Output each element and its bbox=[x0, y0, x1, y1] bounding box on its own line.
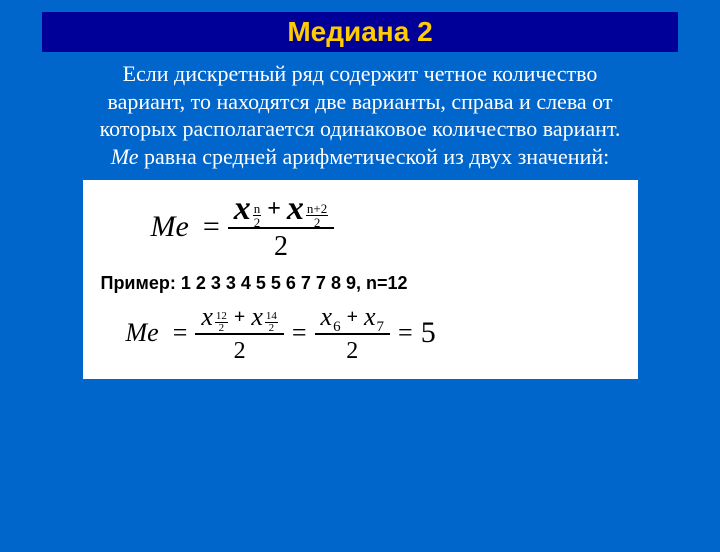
line2: вариант, то находятся две варианты, спра… bbox=[107, 89, 612, 114]
line4b: равна средней арифметической из двух зна… bbox=[139, 144, 610, 169]
wden1: 2 bbox=[228, 335, 252, 365]
wx7-x: x bbox=[364, 304, 376, 330]
plus3: + bbox=[347, 307, 358, 327]
wx6-x: x bbox=[321, 304, 333, 330]
x1-sub: n 2 bbox=[253, 202, 262, 229]
wx1-x: x bbox=[201, 304, 213, 330]
me-symbol2: Me bbox=[126, 318, 159, 348]
wx2-sub: 14 2 bbox=[265, 311, 278, 334]
wx1-sub: 12 2 bbox=[215, 311, 228, 334]
equals: = bbox=[203, 210, 220, 244]
wden2: 2 bbox=[340, 335, 364, 365]
example-label: Пример: bbox=[101, 273, 176, 293]
x1: x bbox=[234, 194, 251, 225]
x2-sub: n+2 2 bbox=[306, 202, 328, 229]
wx2: x 14 2 bbox=[251, 304, 278, 330]
x2: x bbox=[287, 194, 304, 225]
main-den: 2 bbox=[268, 229, 294, 263]
me-italic: Ме bbox=[111, 144, 139, 169]
x2-sub-den: 2 bbox=[313, 216, 322, 229]
example-series: 1 2 3 3 4 5 5 6 7 7 8 9, n=12 bbox=[176, 273, 408, 293]
line1: Если дискретный ряд содержит четное коли… bbox=[123, 61, 598, 86]
wx2-x: x bbox=[251, 304, 263, 330]
result: 5 bbox=[421, 316, 436, 350]
wx6: x 6 bbox=[321, 304, 341, 330]
wx7: x 7 bbox=[364, 304, 384, 330]
equals4: = bbox=[398, 318, 413, 348]
line3: которых располагается одинаковое количес… bbox=[100, 116, 621, 141]
wx1: x 12 2 bbox=[201, 304, 228, 330]
example-line: Пример: 1 2 3 3 4 5 5 6 7 7 8 9, n=12 bbox=[101, 273, 620, 294]
wx1-sd: 2 bbox=[218, 323, 226, 334]
x-term-2: x n+2 2 bbox=[287, 194, 328, 225]
title-bar: Медиана 2 bbox=[42, 12, 678, 52]
wx6-sub: 6 bbox=[333, 320, 341, 335]
plus2: + bbox=[234, 307, 245, 327]
worked-formula: Me = x 12 2 + x 14 2 bbox=[126, 302, 620, 365]
main-fraction: x n 2 + x n+2 2 2 bbox=[228, 192, 335, 263]
equals3: = bbox=[292, 318, 307, 348]
description-text: Если дискретный ряд содержит четное коли… bbox=[30, 60, 690, 170]
page-title: Медиана 2 bbox=[287, 16, 432, 47]
x-term-1: x n 2 bbox=[234, 194, 262, 225]
wx2-sd: 2 bbox=[268, 323, 276, 334]
formula-box: Me = x n 2 + x n+2 2 bbox=[83, 180, 638, 379]
x1-sub-den: 2 bbox=[253, 216, 262, 229]
me-symbol: Me bbox=[151, 210, 189, 244]
plus: + bbox=[267, 197, 281, 221]
worked-frac-1: x 12 2 + x 14 2 2 bbox=[195, 302, 284, 365]
general-formula: Me = x n 2 + x n+2 2 bbox=[151, 192, 620, 263]
x1-sub-num: n bbox=[253, 202, 262, 216]
equals2: = bbox=[173, 318, 188, 348]
x2-sub-num: n+2 bbox=[306, 202, 328, 216]
worked-frac-2: x 6 + x 7 2 bbox=[315, 302, 391, 365]
wx7-sub: 7 bbox=[377, 320, 385, 335]
